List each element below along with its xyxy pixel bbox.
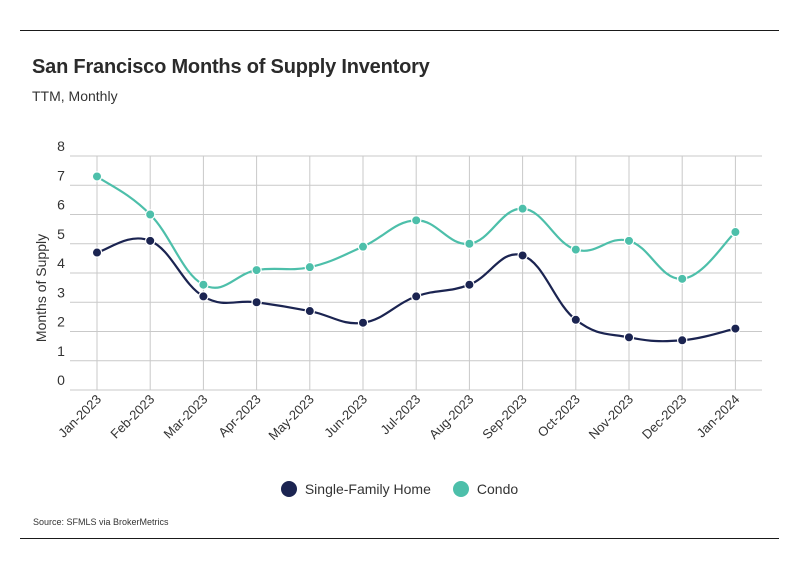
bottom-rule: [20, 538, 779, 539]
legend-label: Condo: [476, 481, 519, 497]
x-tick-label: Jan-2023: [55, 392, 104, 441]
data-point-condo: [517, 203, 528, 214]
x-tick-label: Nov-2023: [586, 392, 636, 442]
y-tick-label: 7: [57, 167, 65, 183]
x-tick-label: Jan-2024: [694, 392, 743, 441]
data-point-condo: [464, 238, 475, 249]
data-point-single-family-home: [517, 250, 528, 261]
data-point-single-family-home: [677, 335, 688, 346]
legend-item: Condo: [452, 481, 519, 497]
grid-layer: [70, 155, 762, 391]
data-point-condo: [730, 226, 741, 238]
data-point-single-family-home: [91, 247, 103, 258]
data-point-single-family-home: [464, 279, 475, 290]
data-point-condo: [570, 244, 582, 255]
legend-label: Single-Family Home: [304, 481, 431, 497]
y-axis-label: Months of Supply: [33, 234, 49, 342]
data-point-condo: [677, 273, 688, 285]
x-tick-label: Oct-2023: [534, 392, 582, 440]
data-point-single-family-home: [730, 323, 741, 334]
data-point-single-family-home: [251, 297, 262, 308]
data-point-condo: [304, 261, 315, 273]
data-point-condo: [251, 264, 262, 276]
data-point-condo: [91, 171, 103, 182]
data-point-condo: [411, 215, 422, 226]
data-point-single-family-home: [357, 317, 369, 328]
legend-swatch: [280, 481, 297, 497]
x-tick-label: May-2023: [265, 392, 316, 443]
x-tick-label: Jun-2023: [321, 392, 370, 441]
series-layer: [91, 171, 741, 346]
chart-title: San Francisco Months of Supply Inventory: [32, 56, 430, 78]
data-point-single-family-home: [144, 235, 156, 247]
chart-subtitle: TTM, Monthly: [32, 88, 118, 104]
source-note: Source: SFMLS via BrokerMetrics: [33, 517, 169, 527]
y-tick-label: 6: [57, 197, 65, 213]
legend: Single-Family Home Condo: [0, 481, 799, 497]
y-tick-label: 3: [57, 284, 65, 300]
x-tick-label: Sep-2023: [479, 392, 529, 442]
y-tick-label: 2: [57, 314, 65, 330]
data-point-single-family-home: [411, 291, 422, 302]
data-point-condo: [623, 235, 635, 247]
data-point-condo: [198, 279, 209, 290]
y-tick-label: 4: [57, 255, 65, 271]
data-point-single-family-home: [623, 332, 635, 343]
y-tick-label: 0: [57, 372, 65, 388]
data-point-condo: [357, 241, 369, 252]
x-tick-label: Aug-2023: [426, 392, 476, 442]
x-tick-label: Feb-2023: [107, 392, 157, 442]
x-tick-label: Mar-2023: [161, 392, 211, 442]
top-rule: [20, 30, 779, 31]
data-point-single-family-home: [570, 314, 582, 325]
data-point-condo: [144, 209, 156, 220]
data-point-single-family-home: [304, 305, 315, 317]
y-tick-label: 5: [57, 226, 65, 242]
data-point-single-family-home: [198, 291, 209, 302]
y-tick-label: 8: [57, 138, 65, 154]
axis-layer: 0 1 2 3 4 5 6 7 8 Jan-2023 Feb-2023 Mar-2023 Apr-202…: [33, 138, 743, 443]
x-tick-label: Dec-2023: [639, 392, 689, 442]
y-tick-label: 1: [57, 343, 65, 359]
x-tick-label: Apr-2023: [215, 392, 263, 440]
legend-swatch: [452, 481, 469, 497]
x-tick-label: Jul-2023: [377, 392, 423, 438]
legend-item: Single-Family Home: [280, 481, 431, 497]
